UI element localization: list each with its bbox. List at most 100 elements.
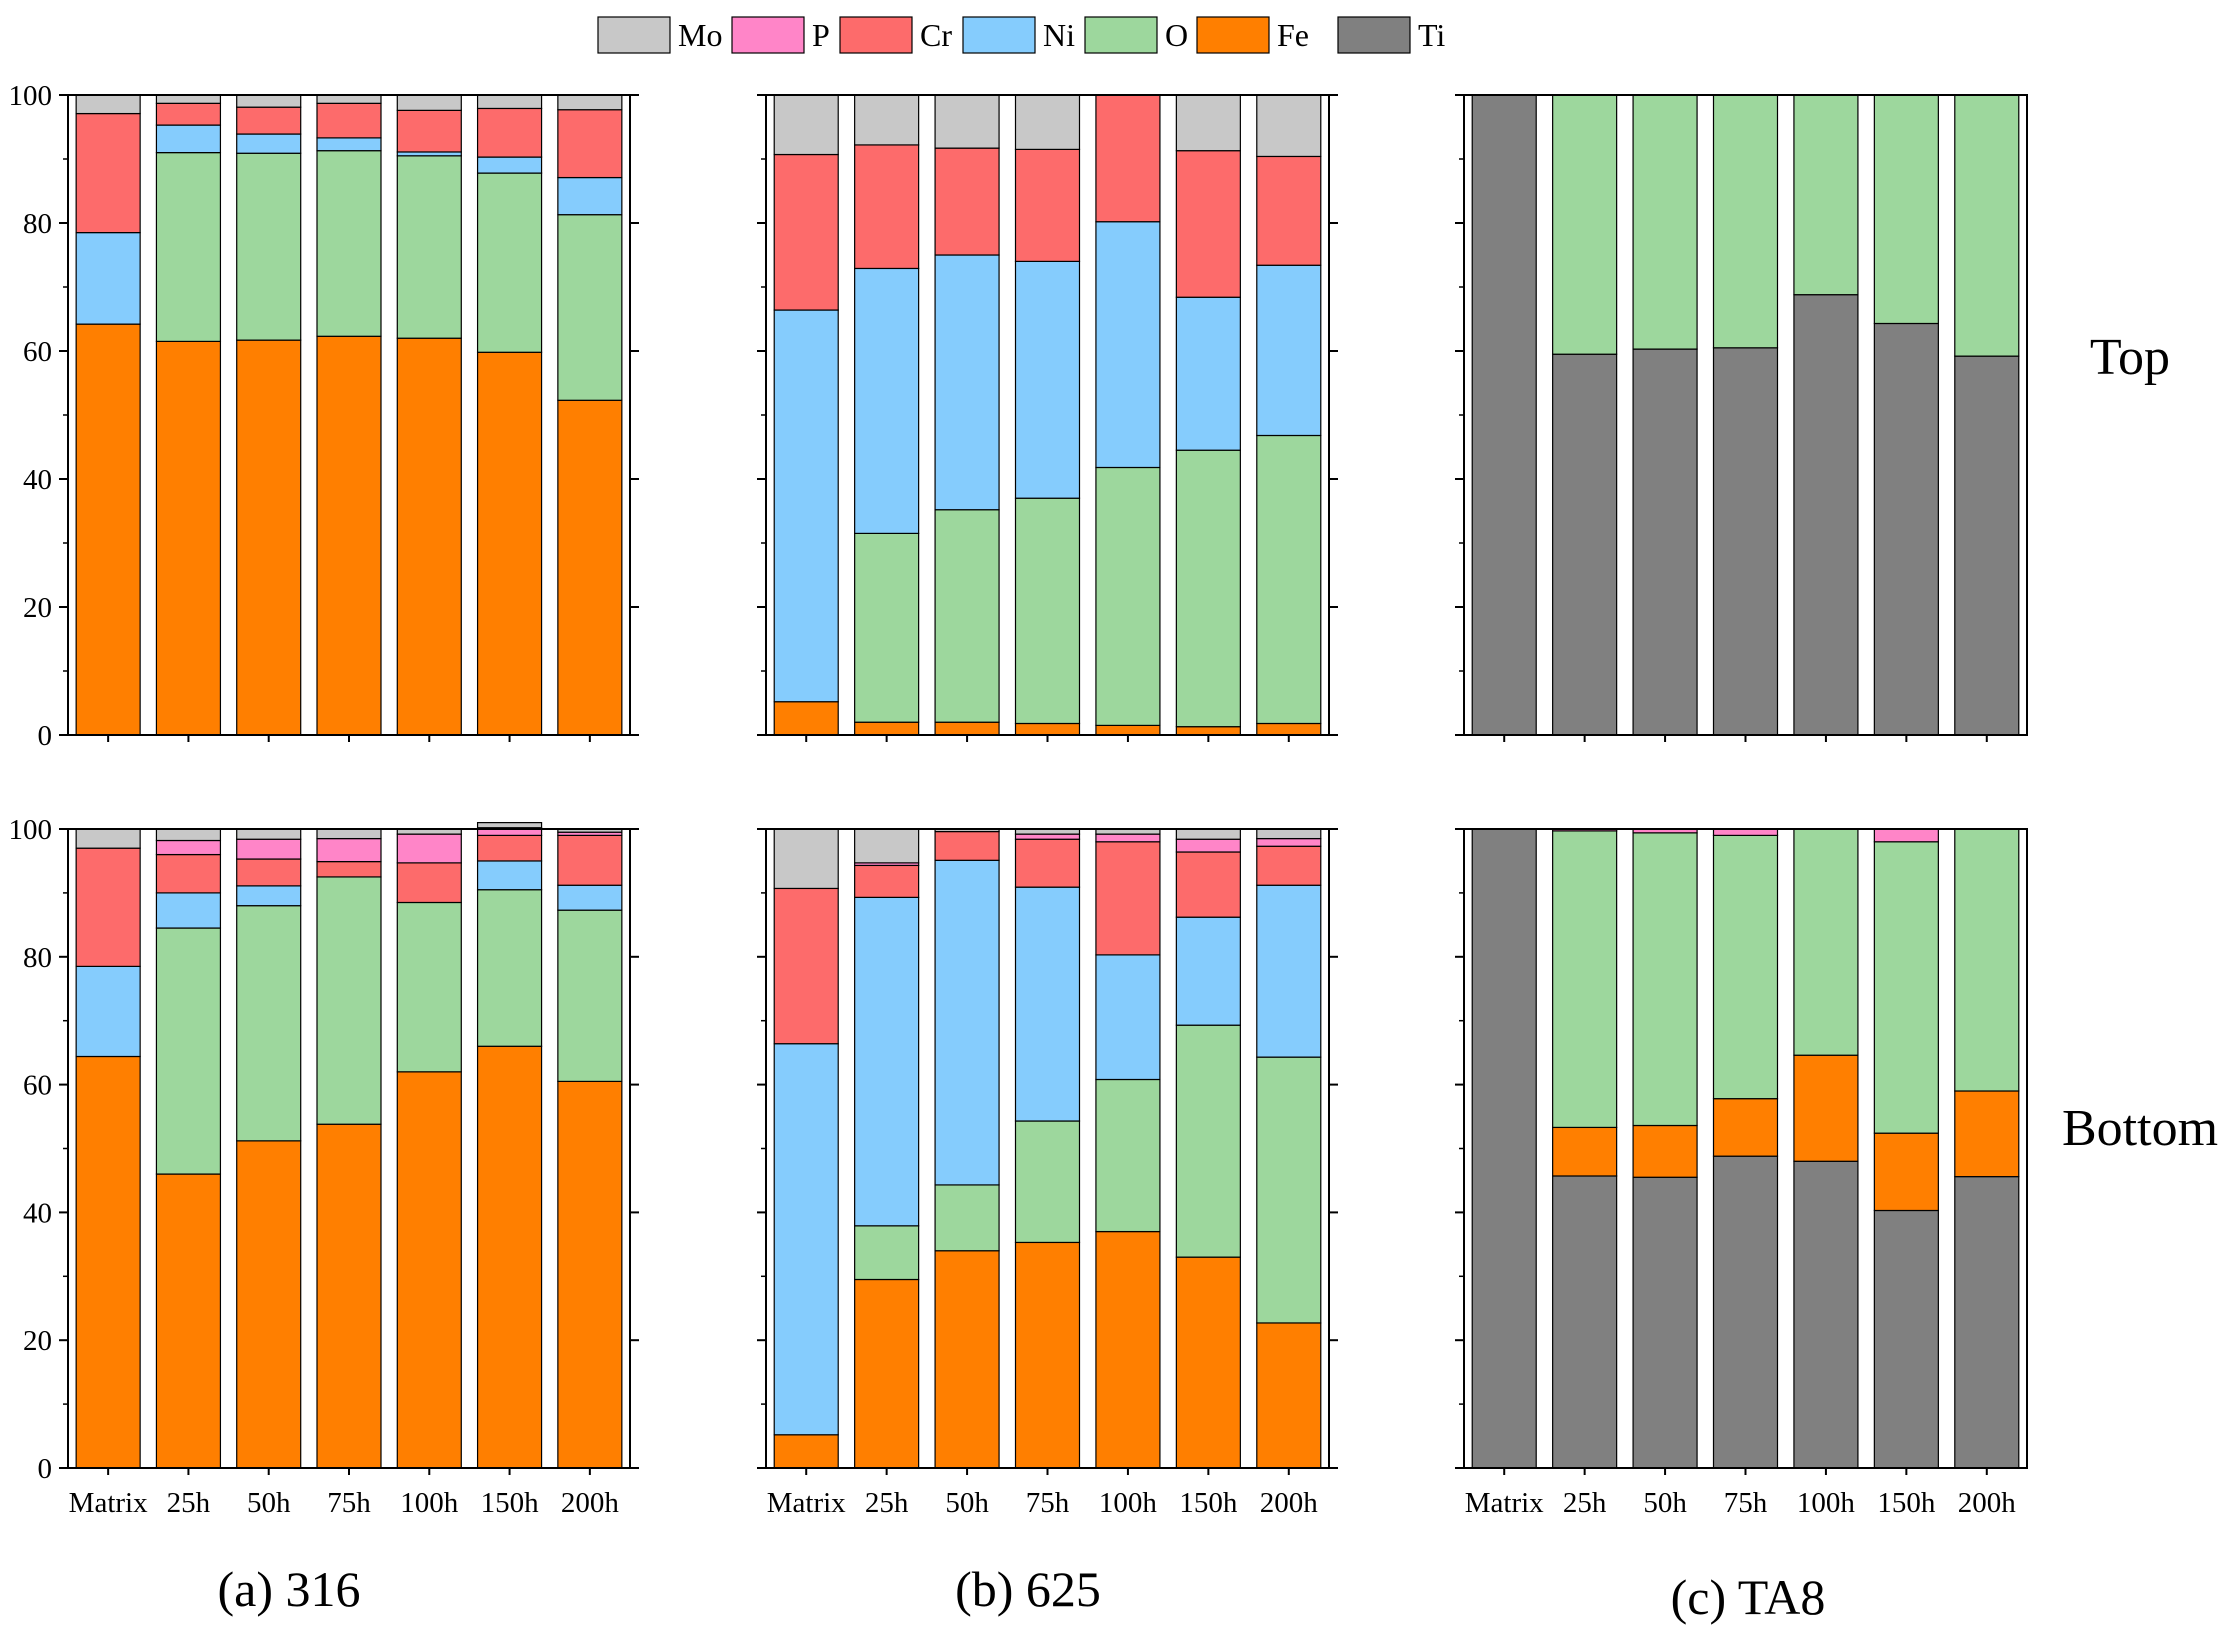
bar-segment-mo	[155, 94, 222, 104]
y-tick-label: 40	[23, 464, 52, 496]
bar-segment-mo	[1256, 828, 1322, 840]
bar-segment-fe	[1095, 1230, 1161, 1469]
bar-segment-o	[557, 909, 623, 1083]
bar-segment-o	[1712, 834, 1779, 1100]
bar-segment-cr	[557, 109, 623, 179]
bar-segment-fe	[396, 337, 462, 736]
y-tick-label: 20	[23, 592, 52, 624]
bar-segment-o	[1552, 94, 1618, 355]
panel-316-top: 0 20 40 60 80 100	[9, 80, 639, 752]
x-tick-label: Matrix	[69, 1487, 148, 1519]
y-tick-label: 40	[23, 1197, 52, 1229]
bar-segment-cr	[557, 834, 623, 886]
bar-stack-75h	[1712, 94, 1779, 736]
bar-segment-ni	[75, 232, 141, 325]
legend-label-ti: Ti	[1418, 17, 1445, 53]
bar-segment-mo	[476, 94, 543, 110]
legend-item-o: O	[1084, 16, 1188, 54]
x-tick-label: 75h	[1724, 1487, 1768, 1519]
bar-segment-o	[854, 532, 920, 723]
y-tick-label: 20	[23, 1325, 52, 1357]
bar-segment-ni	[1014, 886, 1081, 1122]
bar-stack-25h	[1552, 94, 1618, 736]
bar-stack-200h	[1954, 94, 2020, 736]
x-tick-label: 100h	[1797, 1487, 1856, 1519]
bar-segment-o	[155, 927, 222, 1175]
bar-segment-mo	[1175, 94, 1241, 152]
bar-stack-100h	[1095, 94, 1161, 736]
legend-swatch-p	[731, 16, 805, 54]
bar-segment-o	[1954, 828, 2020, 1092]
bar-stack-75h	[316, 828, 382, 1469]
bar-segment-fe	[557, 399, 623, 736]
bar-stack-200h	[557, 94, 623, 736]
bar-segment-fe	[1954, 1090, 2020, 1178]
legend-label-fe: Fe	[1277, 17, 1309, 53]
bar-stack-200h	[1256, 94, 1322, 736]
legend-item-p: P	[731, 16, 830, 54]
bar-segment-p	[1873, 828, 1939, 843]
bar-segment-fe	[934, 1250, 1000, 1469]
bar-stack-25h	[1552, 828, 1618, 1469]
bar-segment-fe	[476, 351, 543, 736]
bar-segment-mo	[1175, 828, 1241, 840]
bar-segment-ti	[1471, 94, 1537, 736]
bar-stack-200h	[1954, 828, 2020, 1469]
bar-segment-mo	[557, 94, 623, 111]
bar-segment-ni	[1175, 916, 1241, 1026]
bar-segment-cr	[75, 112, 141, 234]
bar-segment-o	[854, 1225, 920, 1281]
legend-item-ni: Ni	[962, 16, 1075, 54]
bar-segment-ni	[1256, 264, 1322, 437]
bar-segment-o	[155, 152, 222, 343]
bar-segment-o	[1793, 94, 1859, 296]
x-tick-label: 25h	[167, 1487, 211, 1519]
bar-segment-ni	[155, 892, 222, 929]
bar-segment-ti	[1873, 322, 1939, 736]
y-tick-label: 100	[9, 80, 53, 112]
row-label-top: Top	[2090, 329, 2170, 386]
bar-segment-fe	[75, 1055, 141, 1469]
x-tick-label: 150h	[481, 1487, 540, 1519]
bar-segment-mo	[854, 828, 920, 864]
legend-item-ti: Ti	[1337, 16, 1445, 54]
bar-segment-o	[236, 152, 302, 341]
x-tick-label: 200h	[1260, 1487, 1319, 1519]
y-tick-label: 80	[23, 208, 52, 240]
bar-stack-150h	[1175, 828, 1241, 1469]
bar-stack-matrix	[75, 94, 141, 736]
legend-label-cr: Cr	[920, 17, 952, 53]
bar-segment-p	[155, 839, 222, 856]
bar-segment-cr	[236, 858, 302, 887]
bar-segment-ti	[1552, 1175, 1618, 1469]
bar-segment-o	[934, 1184, 1000, 1252]
bar-segment-ni	[236, 133, 302, 154]
legend-swatch-fe	[1196, 16, 1270, 54]
legend-swatch-ti	[1337, 16, 1411, 54]
bar-segment-o	[1873, 841, 1939, 1134]
bar-stack-150h	[1873, 94, 1939, 736]
bar-segment-cr	[854, 144, 920, 270]
bar-segment-cr	[1256, 845, 1322, 886]
bar-stack-100h	[396, 828, 462, 1469]
bar-stack-100h	[1095, 828, 1161, 1469]
bar-segment-fe	[1175, 726, 1241, 736]
bar-segment-ti	[1712, 1155, 1779, 1469]
bar-segment-ti	[1954, 355, 2020, 736]
bar-segment-mo	[1256, 94, 1322, 158]
bar-segment-cr	[316, 860, 382, 878]
bar-segment-p	[1175, 838, 1241, 853]
row-label-bottom: Bottom	[2062, 1100, 2218, 1157]
bar-segment-ni	[854, 267, 920, 534]
bar-segment-cr	[934, 147, 1000, 256]
legend-item-mo: Mo	[597, 16, 722, 54]
bar-segment-ti	[1793, 1160, 1859, 1469]
bar-stack-150h	[1873, 828, 1939, 1469]
bar-segment-p	[1256, 837, 1322, 847]
bar-segment-cr	[1095, 94, 1161, 223]
bar-segment-cr	[396, 862, 462, 904]
bar-stack-25h	[854, 828, 920, 1469]
bar-stack-matrix	[773, 828, 839, 1469]
legend-swatch-o	[1084, 16, 1158, 54]
legend-item-fe: Fe	[1196, 16, 1309, 54]
